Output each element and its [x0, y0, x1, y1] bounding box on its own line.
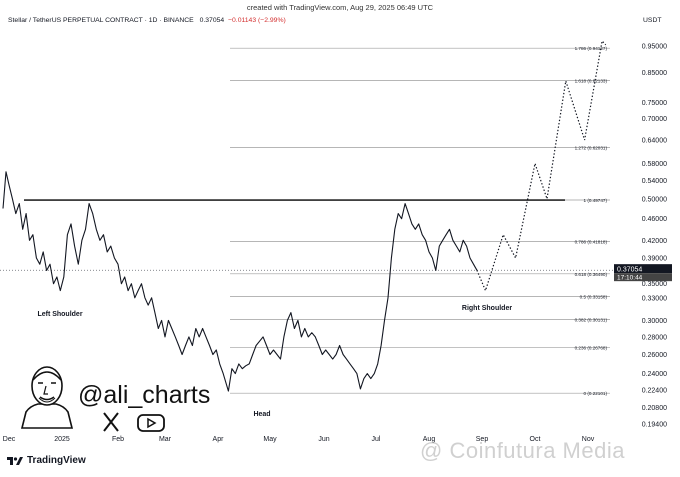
y-tick-label: 0.19400	[642, 422, 667, 429]
y-tick-label: 0.22400	[642, 388, 667, 395]
header-price: 0.37054	[199, 17, 225, 24]
y-tick-label: 0.70000	[642, 116, 667, 123]
x-tick-label: Apr	[213, 436, 225, 443]
currency-label: USDT	[643, 17, 662, 24]
fib-label: 1 (0.49747)	[584, 198, 608, 203]
author-handle: @ali_charts	[78, 381, 211, 409]
price-badge-time: 17:10:44	[617, 275, 643, 282]
y-tick-label: 0.28000	[642, 334, 667, 341]
y-tick-label: 0.24000	[642, 371, 667, 378]
price-badge-bg	[614, 264, 672, 274]
author-avatar	[20, 366, 74, 429]
pattern-label: Right Shoulder	[462, 305, 512, 312]
y-tick-label: 0.58000	[642, 161, 667, 168]
symbol-header: Stellar / TetherUS PERPETUAL CONTRACT · …	[8, 17, 286, 24]
fib-label: 1.272 (0.62031)	[575, 145, 608, 150]
y-tick-label: 0.30000	[642, 318, 667, 325]
x-tick-label: Jul	[372, 436, 381, 443]
x-icon	[103, 412, 119, 432]
projection-line	[476, 39, 607, 293]
price-line	[2, 171, 478, 392]
tradingview-wordmark: TradingView	[27, 455, 86, 466]
x-tick-label: Feb	[112, 436, 124, 443]
price-badge-time-bg	[614, 273, 672, 282]
y-tick-label: 0.20800	[642, 405, 667, 412]
y-tick-label: 0.85000	[642, 70, 667, 77]
fib-label: 1.786 (0.94127)	[575, 46, 608, 51]
x-tick-label: Mar	[159, 436, 172, 443]
price-series	[2, 39, 607, 392]
y-tick-label: 0.75000	[642, 100, 667, 107]
x-tick-label: Jun	[318, 436, 329, 443]
pattern-label: Left Shoulder	[37, 311, 82, 318]
price-badge-value: 0.37054	[617, 267, 642, 274]
y-tick-label: 0.54000	[642, 178, 667, 185]
social-icons	[103, 412, 165, 432]
y-tick-label: 0.35000	[642, 281, 667, 288]
y-tick-label: 0.33000	[642, 295, 667, 302]
y-tick-label: 0.42000	[642, 238, 667, 245]
x-tick-label: Sep	[476, 436, 489, 443]
y-tick-label: 0.50000	[642, 196, 667, 203]
x-tick-label: Nov	[582, 436, 595, 443]
pattern-label: Head	[253, 411, 270, 418]
y-tick-label: 0.95000	[642, 44, 667, 51]
x-tick-label: Dec	[3, 436, 16, 443]
tradingview-logo[interactable]: TradingView	[7, 455, 86, 466]
symbol-title: Stellar / TetherUS PERPETUAL CONTRACT · …	[8, 17, 194, 24]
x-tick-label: May	[263, 436, 277, 443]
fib-label: 0.382 (0.30131)	[575, 317, 608, 322]
fib-label: 0.236 (0.26768)	[575, 346, 608, 351]
y-tick-label: 0.39000	[642, 255, 667, 262]
watermark: @ Coinfutura Media	[420, 438, 625, 463]
pattern-annotations: Left Shoulder Head Right Shoulder	[37, 305, 512, 418]
x-axis: Dec 2025 Feb Mar Apr May Jun Jul Aug Sep Oct Nov	[3, 436, 595, 443]
x-tick-label: Oct	[530, 436, 541, 443]
fib-levels: 1.786 (0.94127) 1.618 (0.82133) 1.272 (0.6…	[230, 46, 610, 396]
x-tick-label: Aug	[423, 436, 436, 443]
youtube-icon	[137, 414, 165, 432]
y-tick-label: 0.64000	[642, 138, 667, 145]
y-tick-label: 0.46000	[642, 216, 667, 223]
fib-label: 0 (0.22101)	[584, 391, 608, 396]
header-change: −0.01143 (−2.99%)	[228, 17, 286, 24]
created-with-line: created with TradingView.com, Aug 29, 20…	[246, 3, 434, 12]
y-axis: 0.95000 0.85000 0.75000 0.70000 0.64000 0.580…	[642, 44, 667, 429]
x-tick-label: 2025	[54, 436, 70, 443]
fib-label: 0.618 (0.36490)	[575, 272, 608, 277]
fib-label: 0.786 (0.41818)	[575, 239, 608, 244]
y-tick-label: 0.26000	[642, 352, 667, 359]
fib-label: 1.618 (0.82133)	[575, 79, 608, 84]
fib-label: 0.5 (0.33158)	[580, 295, 608, 300]
tradingview-icon	[7, 456, 23, 465]
